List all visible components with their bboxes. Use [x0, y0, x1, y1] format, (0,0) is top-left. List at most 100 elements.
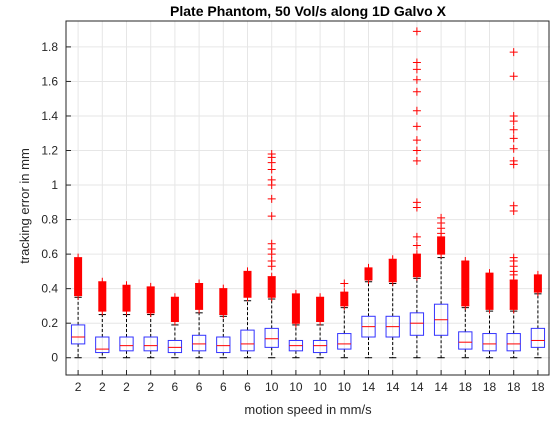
- outlier-marker: [509, 134, 518, 143]
- box: [530, 327, 546, 348]
- x-tick-label: 6: [220, 380, 227, 394]
- x-tick-label: 2: [123, 380, 130, 394]
- outlier-marker: [267, 293, 276, 302]
- outlier-marker: [219, 310, 228, 319]
- outlier-marker: [437, 213, 446, 222]
- outlier-cluster: [122, 285, 131, 312]
- outlier-marker: [98, 277, 107, 286]
- outlier-marker: [437, 250, 446, 259]
- x-tick-label: 14: [410, 380, 424, 394]
- outlier-marker: [509, 48, 518, 57]
- outlier-marker: [291, 289, 300, 298]
- outlier-cluster: [98, 281, 107, 312]
- x-tick-label: 14: [434, 380, 448, 394]
- outlier-cluster: [267, 276, 276, 298]
- x-tick-label: 18: [483, 380, 497, 394]
- box: [506, 333, 521, 352]
- axes: 0 0.2 0.4 0.6 0.8 1 1.2 1.4 1.6 1.8 2 2 2 2 6 6 6 6 10 10 10…: [41, 20, 550, 394]
- x-tick-label: 6: [196, 380, 203, 394]
- outlier-marker: [412, 156, 421, 165]
- outlier-marker: [412, 272, 421, 281]
- outlier-cluster: [461, 261, 470, 306]
- outlier-cluster: [243, 271, 252, 298]
- outlier-marker: [146, 282, 155, 291]
- outlier-marker: [364, 263, 373, 272]
- outlier-marker: [340, 301, 349, 310]
- outlier-marker: [195, 305, 204, 314]
- box-group: [143, 282, 158, 359]
- outlier-cluster: [388, 259, 397, 282]
- box: [167, 339, 183, 354]
- outlier-cluster: [195, 283, 204, 310]
- plot-frame: [65, 20, 550, 376]
- y-tick-label: 1.2: [41, 144, 58, 158]
- box-group: [167, 293, 183, 359]
- outlier-marker: [461, 257, 470, 266]
- outlier-marker: [267, 149, 276, 158]
- x-tick-label: 6: [172, 380, 179, 394]
- outlier-marker: [146, 308, 155, 317]
- outlier-marker: [412, 58, 421, 67]
- outlier-marker: [388, 255, 397, 264]
- outlier-marker: [170, 293, 179, 302]
- outlier-marker: [316, 293, 325, 302]
- outlier-cluster: [316, 297, 325, 322]
- x-tick-label: 2: [99, 380, 106, 394]
- outlier-marker: [74, 253, 83, 262]
- outlier-marker: [509, 201, 518, 210]
- box: [95, 336, 110, 354]
- x-tick-label: 10: [265, 380, 279, 394]
- box-group: [119, 281, 134, 359]
- outlier-marker: [461, 301, 470, 310]
- x-tick-label: 18: [507, 380, 521, 394]
- outlier-marker: [509, 156, 518, 165]
- outlier-marker: [412, 198, 421, 207]
- outlier-marker: [364, 276, 373, 285]
- y-tick-label: 0.4: [41, 282, 58, 296]
- x-tick-label: 10: [313, 380, 327, 394]
- x-tick-label: 2: [75, 380, 82, 394]
- outlier-marker: [388, 277, 397, 286]
- outlier-marker: [412, 241, 421, 250]
- y-tick-label: 0.8: [41, 213, 58, 227]
- box: [482, 333, 497, 352]
- x-tick-label: 10: [289, 380, 303, 394]
- outlier-marker: [509, 111, 518, 120]
- outlier-marker: [509, 305, 518, 314]
- x-tick-label: 6: [244, 380, 251, 394]
- outlier-marker: [74, 291, 83, 300]
- box: [70, 324, 86, 345]
- outlier-marker: [340, 279, 349, 288]
- x-tick-label: 18: [531, 380, 545, 394]
- outlier-marker: [267, 165, 276, 174]
- box-group: [530, 270, 546, 359]
- outlier-cluster: [437, 236, 446, 255]
- outlier-marker: [485, 269, 494, 278]
- y-tick-label: 0: [51, 351, 58, 365]
- outlier-cluster: [340, 292, 349, 306]
- box-group: [191, 279, 207, 359]
- outlier-marker: [267, 272, 276, 281]
- box-group: [288, 289, 304, 359]
- box-group: [70, 253, 86, 359]
- box-group: [361, 263, 376, 359]
- outlier-marker: [291, 319, 300, 328]
- outlier-cluster: [146, 286, 155, 313]
- outlier-marker: [170, 317, 179, 326]
- box: [119, 336, 134, 352]
- outlier-marker: [509, 253, 518, 262]
- outlier-cluster: [412, 254, 421, 277]
- box-group: [337, 279, 352, 359]
- outlier-marker: [509, 125, 518, 134]
- outlier-marker: [122, 307, 131, 316]
- outlier-marker: [485, 305, 494, 314]
- outlier-marker: [412, 65, 421, 74]
- outlier-marker: [533, 288, 542, 297]
- y-tick-label: 1.4: [41, 109, 58, 123]
- outlier-marker: [412, 232, 421, 241]
- outlier-cluster: [485, 273, 494, 310]
- x-tick-label: 18: [459, 380, 473, 394]
- outlier-marker: [412, 27, 421, 36]
- outlier-marker: [267, 257, 276, 266]
